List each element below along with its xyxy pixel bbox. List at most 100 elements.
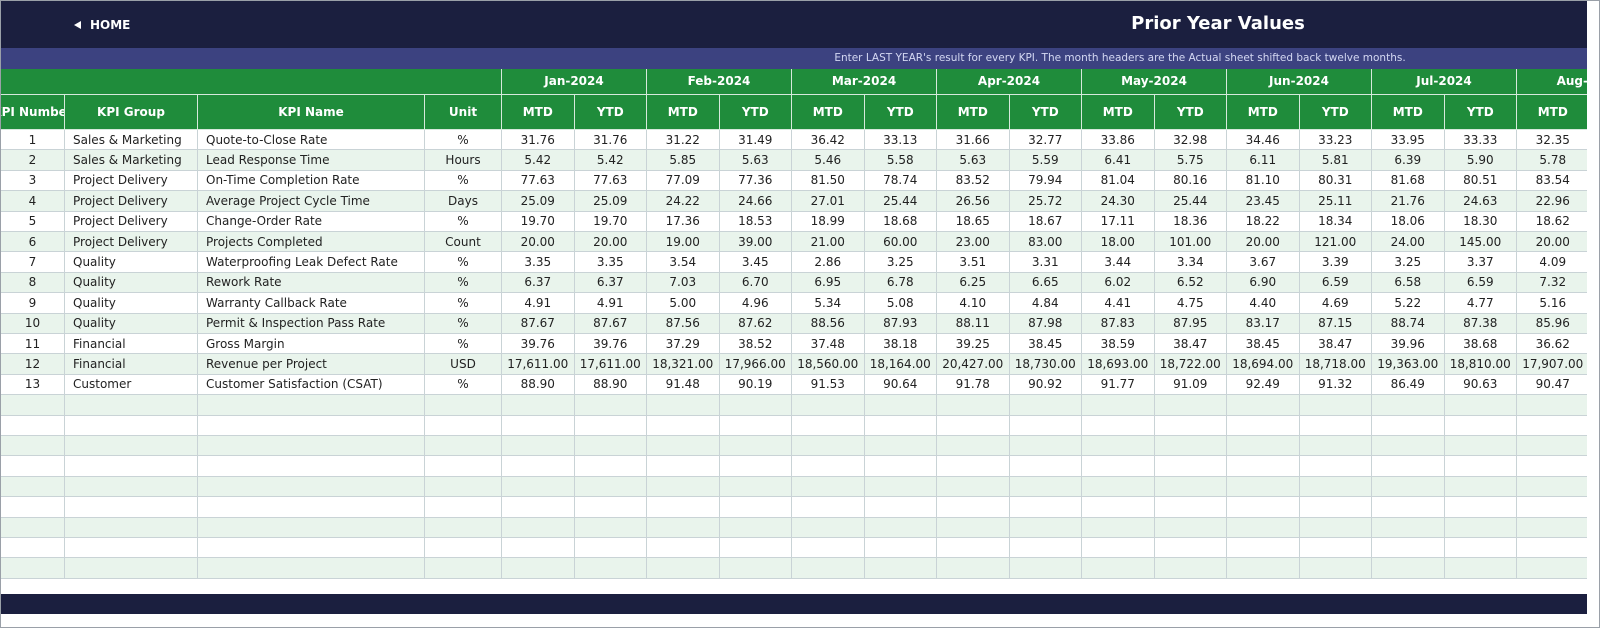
table-cell: Waterproofing Leak Defect Rate <box>198 252 425 273</box>
table-cell: 7.32 <box>1517 272 1587 294</box>
empty-cell <box>425 538 502 559</box>
table-cell: 91.78 <box>937 374 1010 396</box>
empty-cell <box>65 436 198 457</box>
back-arrow <box>74 21 81 29</box>
table-cell: Quality <box>65 272 198 294</box>
column-header: KPI Group <box>65 95 198 130</box>
empty-cell <box>864 538 937 559</box>
empty-cell <box>792 415 865 436</box>
home-label[interactable]: HOME <box>90 18 131 32</box>
table-cell: % <box>425 374 502 396</box>
empty-cell <box>1082 538 1155 559</box>
empty-cell <box>719 497 792 518</box>
empty-cell <box>1372 476 1445 498</box>
empty-cell <box>502 538 575 559</box>
table-cell: 4.75 <box>1154 293 1227 314</box>
table-cell: 37.29 <box>647 334 720 355</box>
table-cell: 39.25 <box>937 334 1010 355</box>
table-cell: 4.91 <box>574 293 647 314</box>
empty-cell <box>864 497 937 518</box>
table-cell: 81.68 <box>1372 170 1445 192</box>
table-cell: Project Delivery <box>65 211 198 232</box>
table-cell: 7 <box>1 252 65 273</box>
table-cell: 39.76 <box>502 334 575 355</box>
empty-cell <box>1444 558 1517 579</box>
table-cell: 18.65 <box>937 211 1010 232</box>
table-cell: 18,722.00 <box>1154 354 1227 375</box>
empty-cell <box>647 395 720 416</box>
table-cell: 88.90 <box>502 374 575 396</box>
table-cell: 5.22 <box>1372 293 1445 314</box>
table-cell: 7.03 <box>647 272 720 294</box>
empty-cell <box>1227 436 1300 457</box>
header-blank <box>1 69 502 95</box>
table: Jan-2024 Feb-2024 Mar-2024 Apr-2024 May-2024… <box>1 69 1587 579</box>
table-cell: 77.63 <box>574 170 647 192</box>
table-cell: 6.70 <box>719 272 792 294</box>
empty-cell <box>425 558 502 579</box>
table-cell: 23.45 <box>1227 191 1300 212</box>
empty-cell <box>1299 517 1372 538</box>
table-cell: % <box>425 313 502 334</box>
table-cell: 88.11 <box>937 313 1010 334</box>
empty-cell <box>1444 395 1517 416</box>
empty-cell <box>792 395 865 416</box>
page-title: Prior Year Values <box>1131 13 1305 34</box>
empty-cell <box>65 538 198 559</box>
empty-cell <box>792 476 865 498</box>
empty-cell <box>647 456 720 477</box>
empty-cell <box>65 395 198 416</box>
empty-cell <box>1 517 65 538</box>
empty-cell <box>1154 476 1227 498</box>
table-cell: 6.11 <box>1227 150 1300 171</box>
table-cell: 25.09 <box>502 191 575 212</box>
table-cell: 19.00 <box>647 232 720 253</box>
table-cell: 31.76 <box>502 130 575 151</box>
empty-cell <box>502 558 575 579</box>
banner <box>1 1 1587 48</box>
empty-cell <box>1444 456 1517 477</box>
table-cell: 3.54 <box>647 252 720 273</box>
table-cell: Rework Rate <box>198 272 425 294</box>
table-cell: 38.18 <box>864 334 937 355</box>
table-cell: 24.63 <box>1444 191 1517 212</box>
table-cell: 3 <box>1 170 65 192</box>
table-cell: Project Delivery <box>65 170 198 192</box>
table-cell: 4 <box>1 191 65 212</box>
empty-cell <box>198 415 425 436</box>
column-header: KPI Number <box>1 95 65 130</box>
empty-cell <box>719 476 792 498</box>
table-cell: Days <box>425 191 502 212</box>
empty-cell <box>719 415 792 436</box>
empty-cell <box>1227 476 1300 498</box>
table-cell: 87.56 <box>647 313 720 334</box>
table-cell: 6.37 <box>502 272 575 294</box>
table-cell: 6.78 <box>864 272 937 294</box>
table-cell: 3.25 <box>1372 252 1445 273</box>
table-cell: USD <box>425 354 502 375</box>
table-cell: 38.52 <box>719 334 792 355</box>
month-header: Feb-2024 <box>647 69 792 95</box>
empty-cell <box>1 415 65 436</box>
empty-cell <box>65 415 198 436</box>
table-cell: 18.06 <box>1372 211 1445 232</box>
table-cell: Change-Order Rate <box>198 211 425 232</box>
home-button[interactable]: HOME <box>73 17 130 33</box>
table-cell: 5.78 <box>1517 150 1587 171</box>
table-cell: 121.00 <box>1299 232 1372 253</box>
table-cell: 32.35 <box>1517 130 1587 151</box>
table-cell: 38.47 <box>1154 334 1227 355</box>
table-cell: 90.63 <box>1444 374 1517 396</box>
empty-cell <box>1154 517 1227 538</box>
table-cell: 4.84 <box>1009 293 1082 314</box>
table-cell: 18.22 <box>1227 211 1300 232</box>
empty-cell <box>198 497 425 518</box>
table-cell: 31.66 <box>937 130 1010 151</box>
empty-cell <box>864 517 937 538</box>
empty-cell <box>1009 476 1082 498</box>
table-cell: 87.38 <box>1444 313 1517 334</box>
empty-cell <box>937 476 1010 498</box>
empty-cell <box>647 497 720 518</box>
empty-cell <box>647 436 720 457</box>
table-cell: 80.51 <box>1444 170 1517 192</box>
